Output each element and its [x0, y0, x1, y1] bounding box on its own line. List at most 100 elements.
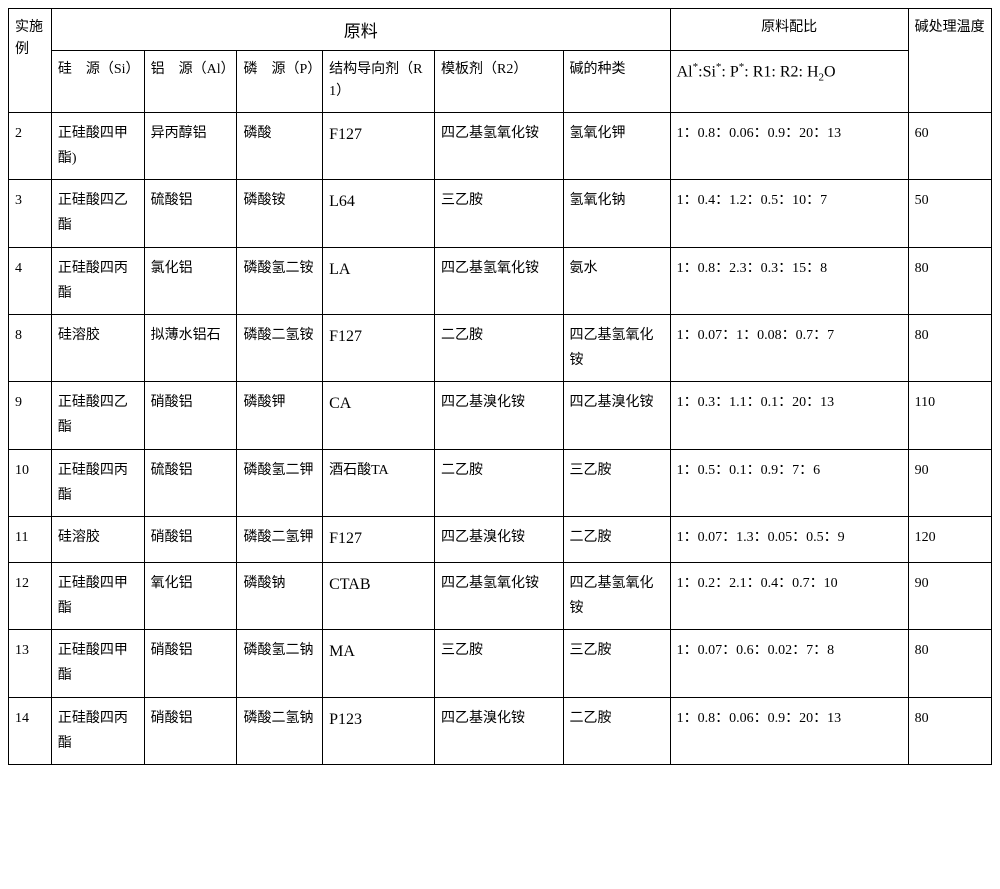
cell-al: 硫酸铝 [144, 449, 237, 516]
table-row: 13正硅酸四甲酯硝酸铝磷酸氢二钠MA三乙胺三乙胺1：0.07：0.6：0.02：… [9, 630, 992, 697]
table-body: 2正硅酸四甲酯)异丙醇铝磷酸F127四乙基氢氧化铵氢氧化钾1：0.8：0.06：… [9, 112, 992, 764]
cell-p: 磷酸钾 [237, 382, 323, 449]
cell-ex: 4 [9, 247, 52, 314]
table-row: 10正硅酸四丙酯硫酸铝磷酸氢二钾酒石酸TA二乙胺三乙胺1：0.5：0.1：0.9… [9, 449, 992, 516]
col-r1: 结构导向剂（R1） [323, 51, 435, 113]
cell-p: 磷酸 [237, 112, 323, 179]
table-row: 11硅溶胶硝酸铝磷酸二氢钾F127四乙基溴化铵二乙胺1：0.07：1.3：0.0… [9, 517, 992, 563]
cell-temp: 120 [908, 517, 991, 563]
cell-si: 正硅酸四乙酯 [51, 180, 144, 247]
cell-si: 正硅酸四乙酯 [51, 382, 144, 449]
cell-ratio: 1：0.3：1.1：0.1：20：13 [670, 382, 908, 449]
cell-temp: 110 [908, 382, 991, 449]
cell-temp: 80 [908, 630, 991, 697]
cell-al: 硝酸铝 [144, 382, 237, 449]
cell-al: 异丙醇铝 [144, 112, 237, 179]
cell-al: 拟薄水铝石 [144, 314, 237, 381]
cell-si: 正硅酸四丙酯 [51, 697, 144, 764]
cell-ratio: 1：0.07：0.6：0.02：7：8 [670, 630, 908, 697]
table-row: 2正硅酸四甲酯)异丙醇铝磷酸F127四乙基氢氧化铵氢氧化钾1：0.8：0.06：… [9, 112, 992, 179]
cell-r1: CTAB [323, 562, 435, 629]
cell-p: 磷酸二氢铵 [237, 314, 323, 381]
table-header-row-1: 实施例 原料 原料配比 碱处理温度 [9, 9, 992, 51]
cell-ex: 8 [9, 314, 52, 381]
cell-alkali: 四乙基氢氧化铵 [563, 562, 670, 629]
cell-alkali: 氢氧化钠 [563, 180, 670, 247]
col-ratio-formula: Al*:Si*: P*: R1: R2: H2O [670, 51, 908, 113]
cell-ratio: 1：0.5：0.1：0.9：7：6 [670, 449, 908, 516]
col-ratio: 原料配比 [670, 9, 908, 51]
col-si: 硅 源（Si） [51, 51, 144, 113]
cell-r2: 四乙基氢氧化铵 [434, 112, 563, 179]
cell-r2: 二乙胺 [434, 449, 563, 516]
cell-alkali: 三乙胺 [563, 630, 670, 697]
cell-p: 磷酸氢二钾 [237, 449, 323, 516]
cell-alkali: 四乙基溴化铵 [563, 382, 670, 449]
cell-p: 磷酸钠 [237, 562, 323, 629]
cell-alkali: 四乙基氢氧化铵 [563, 314, 670, 381]
cell-p: 磷酸二氢钠 [237, 697, 323, 764]
cell-temp: 80 [908, 314, 991, 381]
cell-ex: 12 [9, 562, 52, 629]
cell-alkali: 氨水 [563, 247, 670, 314]
cell-r1: F127 [323, 112, 435, 179]
cell-temp: 60 [908, 112, 991, 179]
cell-r2: 三乙胺 [434, 630, 563, 697]
cell-r1: LA [323, 247, 435, 314]
cell-alkali: 三乙胺 [563, 449, 670, 516]
cell-ratio: 1：0.8：0.06：0.9：20：13 [670, 112, 908, 179]
cell-r1: 酒石酸TA [323, 449, 435, 516]
cell-r2: 四乙基氢氧化铵 [434, 247, 563, 314]
cell-p: 磷酸氢二钠 [237, 630, 323, 697]
cell-r2: 三乙胺 [434, 180, 563, 247]
cell-al: 硝酸铝 [144, 517, 237, 563]
cell-si: 正硅酸四丙酯 [51, 247, 144, 314]
cell-temp: 90 [908, 562, 991, 629]
table-row: 14正硅酸四丙酯硝酸铝磷酸二氢钠P123四乙基溴化铵二乙胺1：0.8：0.06：… [9, 697, 992, 764]
cell-si: 硅溶胶 [51, 314, 144, 381]
cell-ex: 2 [9, 112, 52, 179]
cell-r2: 四乙基溴化铵 [434, 697, 563, 764]
cell-r1: CA [323, 382, 435, 449]
cell-r1: MA [323, 630, 435, 697]
cell-temp: 80 [908, 697, 991, 764]
cell-ex: 10 [9, 449, 52, 516]
cell-al: 氯化铝 [144, 247, 237, 314]
cell-si: 正硅酸四甲酯 [51, 562, 144, 629]
cell-r1: F127 [323, 314, 435, 381]
col-r2: 模板剂（R2） [434, 51, 563, 113]
cell-temp: 80 [908, 247, 991, 314]
materials-table: 实施例 原料 原料配比 碱处理温度 硅 源（Si） 铝 源（Al） 磷 源（P）… [8, 8, 992, 765]
cell-r2: 四乙基溴化铵 [434, 382, 563, 449]
cell-temp: 50 [908, 180, 991, 247]
cell-si: 硅溶胶 [51, 517, 144, 563]
cell-al: 氧化铝 [144, 562, 237, 629]
col-al: 铝 源（Al） [144, 51, 237, 113]
cell-al: 硫酸铝 [144, 180, 237, 247]
cell-alkali: 二乙胺 [563, 517, 670, 563]
cell-r1: L64 [323, 180, 435, 247]
table-row: 12正硅酸四甲酯氧化铝磷酸钠CTAB四乙基氢氧化铵四乙基氢氧化铵1：0.2：2.… [9, 562, 992, 629]
cell-ratio: 1：0.07：1：0.08：0.7：7 [670, 314, 908, 381]
table-row: 3正硅酸四乙酯硫酸铝磷酸铵L64三乙胺氢氧化钠1：0.4：1.2：0.5：10：… [9, 180, 992, 247]
table-row: 8硅溶胶拟薄水铝石磷酸二氢铵F127二乙胺四乙基氢氧化铵1：0.07：1：0.0… [9, 314, 992, 381]
cell-al: 硝酸铝 [144, 697, 237, 764]
cell-temp: 90 [908, 449, 991, 516]
cell-ratio: 1：0.8：0.06：0.9：20：13 [670, 697, 908, 764]
cell-ratio: 1：0.2：2.1：0.4：0.7：10 [670, 562, 908, 629]
cell-p: 磷酸铵 [237, 180, 323, 247]
cell-si: 正硅酸四丙酯 [51, 449, 144, 516]
table-header-row-2: 硅 源（Si） 铝 源（Al） 磷 源（P） 结构导向剂（R1） 模板剂（R2）… [9, 51, 992, 113]
cell-ex: 13 [9, 630, 52, 697]
cell-ex: 11 [9, 517, 52, 563]
cell-r2: 二乙胺 [434, 314, 563, 381]
cell-ex: 14 [9, 697, 52, 764]
cell-ex: 9 [9, 382, 52, 449]
cell-r1: P123 [323, 697, 435, 764]
cell-si: 正硅酸四甲酯) [51, 112, 144, 179]
cell-ratio: 1：0.4：1.2：0.5：10：7 [670, 180, 908, 247]
cell-ex: 3 [9, 180, 52, 247]
col-temp: 碱处理温度 [908, 9, 991, 113]
cell-r1: F127 [323, 517, 435, 563]
cell-alkali: 氢氧化钾 [563, 112, 670, 179]
